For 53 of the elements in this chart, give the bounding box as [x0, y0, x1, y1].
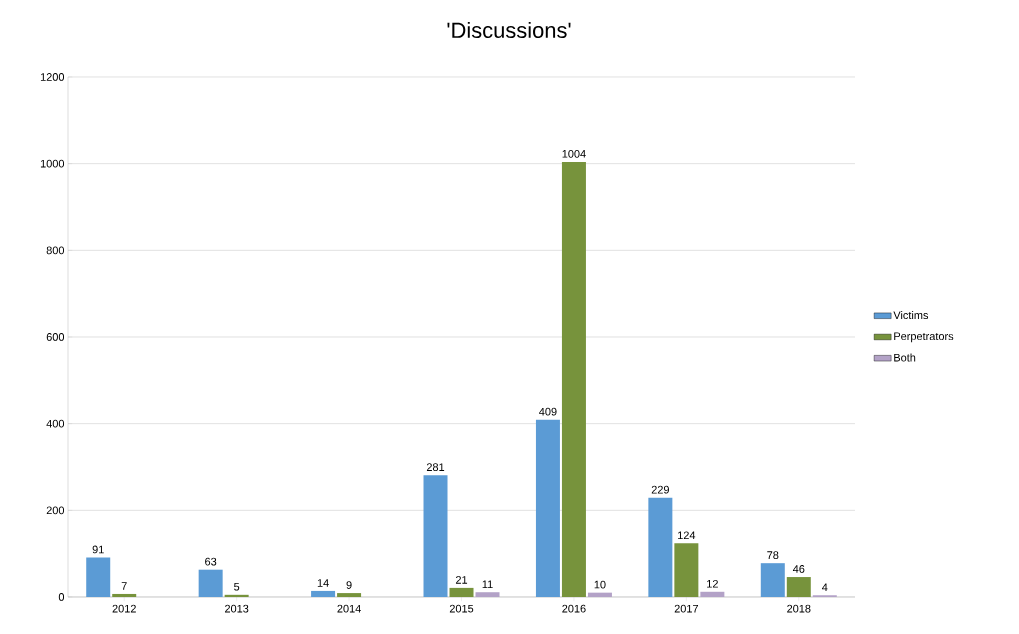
data-label: 9	[346, 581, 352, 589]
bar	[760, 563, 785, 597]
data-label: 5	[234, 582, 240, 591]
x-tick-label: 2018	[787, 604, 811, 613]
x-tick-label: 2014	[337, 604, 361, 613]
bar	[311, 590, 336, 597]
bar	[112, 593, 137, 597]
y-tick-label: 800	[46, 246, 65, 255]
bar	[449, 587, 474, 597]
data-label: 229	[651, 485, 669, 494]
bar	[224, 594, 249, 597]
data-label: 46	[792, 565, 805, 573]
data-label: 21	[455, 576, 468, 584]
data-label: 78	[767, 551, 779, 559]
bar	[587, 592, 612, 597]
data-label: 7	[121, 582, 127, 590]
y-tick-label: 600	[46, 333, 65, 341]
bar	[674, 543, 699, 597]
y-tick-label: 1200	[40, 73, 65, 81]
data-label: 91	[92, 545, 104, 554]
y-tick-label: 0	[58, 593, 65, 601]
x-tick-label: 2016	[562, 604, 586, 613]
bar	[535, 419, 560, 597]
bar	[475, 592, 500, 597]
bar	[561, 161, 586, 597]
x-tick-label: 2013	[225, 604, 249, 613]
data-label: 4	[822, 583, 828, 592]
x-tick-label: 2015	[449, 604, 474, 613]
legend-label: Perpetrators	[894, 332, 954, 343]
y-tick-label: 400	[46, 419, 65, 428]
data-label: 409	[539, 407, 557, 416]
data-label: 281	[426, 463, 445, 472]
legend-label: Both	[894, 353, 916, 362]
bar	[423, 475, 448, 597]
bar	[648, 497, 673, 597]
bar	[198, 569, 223, 597]
x-tick-label: 2012	[112, 604, 136, 613]
chart-title: 'Discussions'	[447, 21, 571, 39]
data-label: 10	[594, 580, 606, 589]
bar	[337, 593, 362, 597]
data-label: 12	[707, 579, 718, 588]
legend-label: Victims	[893, 311, 929, 320]
y-tick-label: 1000	[40, 159, 65, 168]
y-tick-label: 200	[46, 506, 65, 515]
x-tick-label: 2017	[674, 604, 698, 613]
bar	[700, 591, 725, 597]
data-label: 63	[205, 557, 217, 566]
data-label: 11	[482, 580, 493, 589]
bar	[786, 577, 811, 597]
data-label: 124	[678, 531, 696, 540]
data-label: 14	[317, 579, 329, 587]
data-label: 1004	[562, 149, 586, 158]
bar	[86, 557, 111, 597]
